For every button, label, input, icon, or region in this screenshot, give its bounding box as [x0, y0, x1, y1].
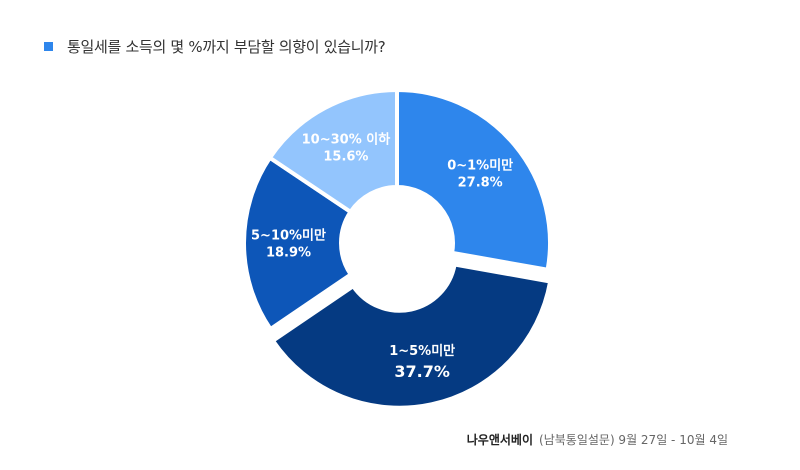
- slice-value-0: 27.8%: [458, 175, 503, 190]
- source-detail: (남북통일설문) 9월 27일 - 10월 4일: [539, 433, 728, 447]
- title-bullet-icon: [44, 42, 53, 51]
- slice-label-3: 10~30% 이하: [302, 131, 391, 147]
- slice-value-2: 18.9%: [266, 245, 311, 260]
- source-note: 나우앤서베이 (남북통일설문) 9월 27일 - 10월 4일: [467, 431, 728, 448]
- slice-value-3: 15.6%: [323, 149, 368, 164]
- source-brand: 나우앤서베이: [466, 433, 534, 447]
- slice-label-1: 1~5%미만: [389, 343, 455, 359]
- slice-label-2: 5~10%미만: [251, 227, 326, 243]
- donut-slice-1: [270, 262, 553, 410]
- donut-slice-3: [267, 87, 399, 215]
- slice-value-1: 37.7%: [394, 362, 450, 381]
- slice-label-0: 0~1%미만: [447, 157, 513, 173]
- donut-slice-2: [242, 155, 354, 332]
- donut-slice-0: [395, 87, 552, 273]
- chart-title: 통일세를 소득의 몇 %까지 부담할 의향이 있습니까?: [67, 38, 386, 56]
- chart-title-row: 통일세를 소득의 몇 %까지 부담할 의향이 있습니까?: [44, 36, 386, 57]
